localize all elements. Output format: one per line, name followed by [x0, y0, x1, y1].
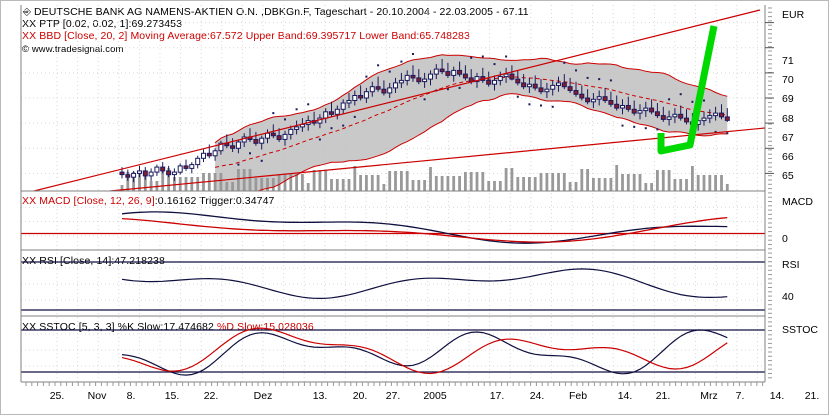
x-tick-8: 27.: [385, 390, 401, 402]
bbd-legend[interactable]: XX BBD [Close, 20, 2] Moving Average:67.…: [22, 31, 470, 42]
x-tick-7: 20.: [352, 390, 368, 402]
copyright-notice: © www.tradesignal.com: [22, 44, 124, 55]
sstoc-legend-k: XX SSTOC [5, 3, 3] %K Slow:17.474682: [22, 321, 217, 333]
x-tick-18: 21.: [804, 390, 820, 402]
rsi-tick-40: 40: [782, 291, 794, 303]
ptp-series-marker: XX: [22, 18, 37, 30]
page-title: DEUTSCHE BANK AG NAMENS-AKTIEN O.N. ,DBK…: [34, 6, 529, 18]
x-tick-5: Dez: [253, 390, 273, 402]
ptp-legend[interactable]: XX PTP [0.02, 0.02, 1]:69.273453: [22, 19, 182, 30]
price-tick-71: 71: [782, 55, 794, 67]
bbd-series-marker: XX: [22, 30, 37, 42]
price-tick-69: 69: [782, 93, 794, 105]
price-tick-68: 68: [782, 113, 794, 125]
macd-legend-values: :0.16162 Trigger:0.34747: [154, 195, 275, 207]
x-tick-14: 21.: [655, 390, 671, 402]
price-axis-unit: EUR: [782, 9, 805, 21]
x-tick-3: 15.: [164, 390, 180, 402]
macd-legend-title: XX MACD [Close, 12, 26, 9]: [22, 195, 155, 207]
macd-axis-name: MACD: [782, 196, 813, 208]
sstoc-legend[interactable]: XX SSTOC [5, 3, 3] %K Slow:17.474682 %D …: [22, 322, 314, 333]
bbd-legend-text: BBD [Close, 20, 2] Moving Average:67.572…: [39, 30, 470, 42]
macd-legend[interactable]: XX MACD [Close, 12, 26, 9]:0.16162 Trigg…: [22, 196, 275, 207]
sstoc-legend-d: %D Slow:15.028036: [216, 321, 314, 333]
x-tick-6: 13.: [312, 390, 328, 402]
price-tick-67: 67: [782, 132, 794, 144]
price-tick-70: 70: [782, 74, 794, 86]
rsi-legend[interactable]: XX RSI [Close, 14]:47.218238: [22, 255, 165, 267]
sstoc-axis-name: SSTOC: [782, 324, 818, 336]
price-tick-66: 66: [782, 151, 794, 163]
x-tick-10: 17.: [489, 390, 505, 402]
rsi-axis-name: RSI: [782, 259, 800, 271]
x-tick-9: 2005: [423, 390, 447, 402]
x-tick-12: Feb: [568, 390, 588, 402]
ptp-legend-text: PTP [0.02, 0.02, 1]:69.273453: [39, 18, 183, 30]
macd-tick-0: 0: [782, 233, 788, 245]
x-tick-2: 8.: [126, 390, 136, 402]
x-tick-13: 14.: [617, 390, 633, 402]
x-tick-16: 7.: [735, 390, 745, 402]
x-tick-1: Nov: [87, 390, 107, 402]
x-tick-11: 24.: [529, 390, 545, 402]
price-tick-65: 65: [782, 170, 794, 182]
x-tick-4: 22.: [203, 390, 219, 402]
x-tick-0: 25.: [49, 390, 65, 402]
anchor-marker-icon: ⎆: [23, 7, 31, 18]
x-tick-15: Mrz: [700, 390, 718, 402]
x-tick-17: 14.: [769, 390, 785, 402]
